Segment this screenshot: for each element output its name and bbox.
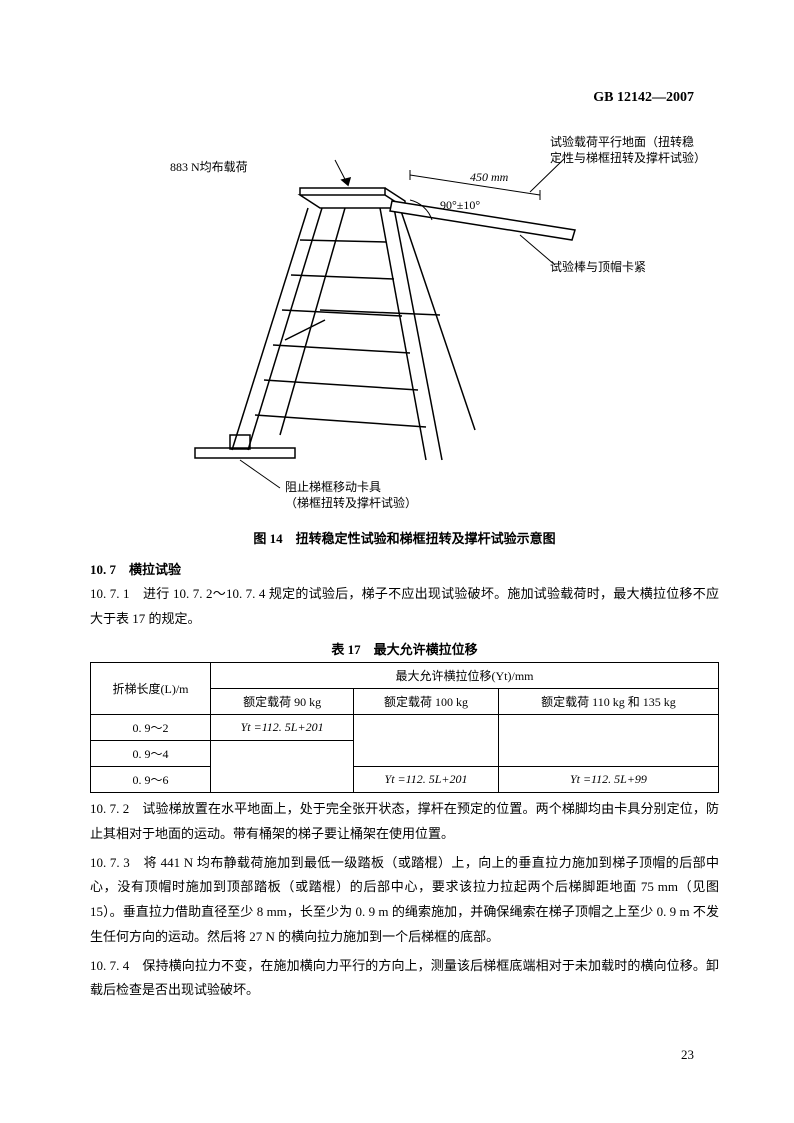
col-length: 折梯长度(L)/m [91,663,211,715]
anno-top: 试验载荷平行地面（扭转稳 定性与梯框扭转及撑杆试验） [550,135,706,166]
r3-len: 0. 9～6 [91,767,211,793]
col-110: 额定载荷 110 kg 和 135 kg [498,689,718,715]
angle-label: 90°±10° [440,198,480,214]
ladder-diagram [170,140,640,510]
para-10-7-4: 10. 7. 4 保持横向拉力不变，在施加横向力平行的方向上，测量该后梯框底端相… [90,954,719,1003]
col-100: 额定载荷 100 kg [354,689,499,715]
dim-label: 450 mm [470,170,508,186]
para-10-7-3: 10. 7. 3 将 441 N 均布静载荷施加到最低一级踏板（或踏棍）上，向上… [90,851,719,950]
anno-mid: 试验棒与顶帽卡紧 [550,260,646,276]
formula-a: Yt =112. 5L+201 [211,715,354,741]
section-10-7-title: 10. 7 横拉试验 [90,559,719,578]
load-label: 883 N均布载荷 [170,160,248,176]
r2-len: 0. 9～4 [91,741,211,767]
r1-len: 0. 9～2 [91,715,211,741]
row-header-main: 最大允许横拉位移(Yt)/mm [211,663,719,689]
figure-caption: 图 14 扭转稳定性试验和梯框扭转及撑杆试验示意图 [90,528,719,547]
anno-bottom: 阻止梯框移动卡具 （梯框扭转及撑杆试验） [285,480,417,511]
page-number: 23 [681,1047,694,1063]
col-90: 额定载荷 90 kg [211,689,354,715]
para-10-7-2: 10. 7. 2 试验梯放置在水平地面上，处于完全张开状态，撑杆在预定的位置。两… [90,797,719,846]
table-17: 折梯长度(L)/m 最大允许横拉位移(Yt)/mm 额定载荷 90 kg 额定载… [90,662,719,793]
table-17-caption: 表 17 最大允许横拉位移 [90,639,719,658]
figure-14: 883 N均布载荷 450 mm 90°±10° 试验载荷平行地面（扭转稳 定性… [90,140,719,520]
formula-b: Yt =112. 5L+201 [354,767,499,793]
standard-code: GB 12142—2007 [593,90,694,106]
para-10-7-1: 10. 7. 1 进行 10. 7. 2～10. 7. 4 规定的试验后，梯子不… [90,582,719,631]
formula-c: Yt =112. 5L+99 [498,767,718,793]
